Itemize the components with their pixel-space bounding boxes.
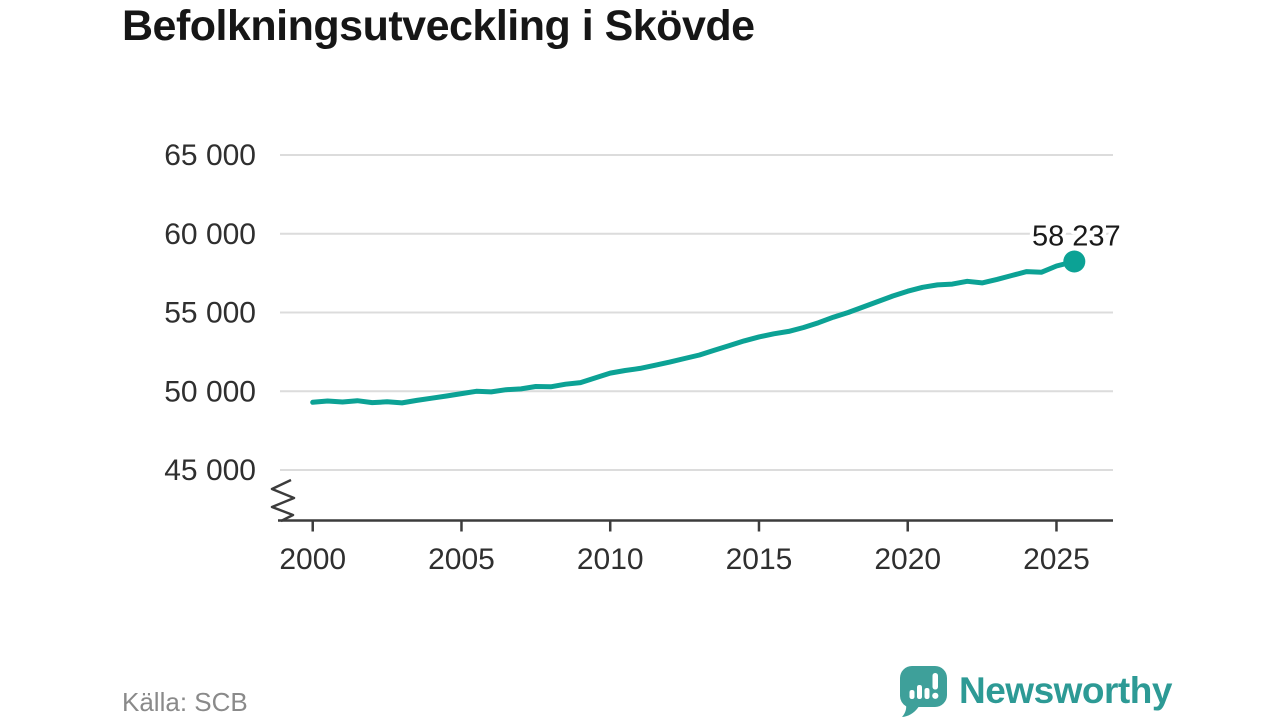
- y-tick-label: 65 000: [164, 139, 256, 172]
- logo-exclamation-glyph: [932, 673, 939, 699]
- newsworthy-logo-icon: [900, 666, 947, 717]
- newsworthy-logo: Newsworthy: [897, 664, 1172, 718]
- y-axis-labels: 65 000 60 000 55 000 50 000 45 000: [164, 139, 256, 487]
- y-tick-label: 55 000: [164, 297, 256, 330]
- x-tick-label: 2020: [874, 543, 941, 576]
- y-tick-label: 60 000: [164, 218, 256, 251]
- x-tick-label: 2015: [726, 543, 793, 576]
- end-point-value-label: 58 237: [1032, 221, 1121, 253]
- x-tick-label: 2010: [577, 543, 644, 576]
- gridlines: [280, 154, 1113, 471]
- x-axis: 2000 2005 2010 2015 2020 2025: [278, 519, 1113, 576]
- axis-break-icon: [270, 478, 296, 523]
- x-tick-label: 2025: [1023, 543, 1090, 576]
- source-label: Källa: SCB: [122, 687, 248, 717]
- population-line-series: [310, 259, 1077, 406]
- end-point-marker: [1063, 250, 1086, 273]
- x-tick-label: 2005: [428, 543, 495, 576]
- logo-speech-bubble: [900, 666, 947, 717]
- x-tick-label: 2000: [279, 543, 346, 576]
- y-tick-label: 45 000: [164, 454, 256, 487]
- y-tick-label: 50 000: [164, 375, 256, 408]
- logo-bar-chart-glyph: [909, 685, 930, 699]
- chart-title: Befolkningsutveckling i Skövde: [122, 2, 755, 50]
- newsworthy-wordmark: Newsworthy: [959, 670, 1172, 711]
